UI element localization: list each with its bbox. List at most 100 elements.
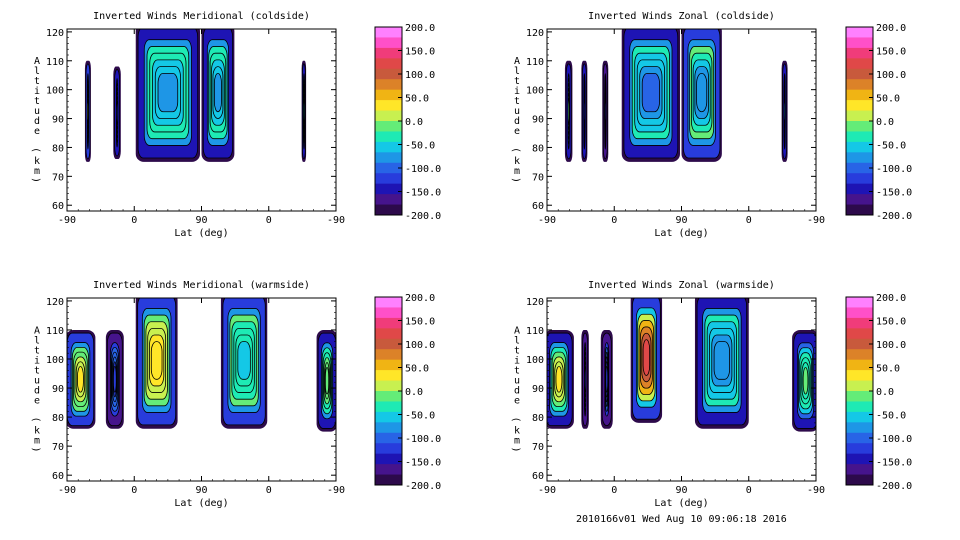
- x-tick-label: -90: [58, 485, 76, 496]
- x-tick-label: 0: [131, 485, 137, 496]
- y-axis-label-char: m: [34, 436, 40, 447]
- colorbar-segment: [375, 27, 402, 38]
- x-tick-label: -90: [327, 485, 345, 496]
- y-tick-label: 110: [46, 57, 64, 68]
- contour-level: [237, 341, 251, 380]
- x-tick-label: 90: [195, 485, 207, 496]
- contour-fill: [547, 298, 816, 432]
- colorbar-segment: [846, 443, 873, 455]
- colorbar-segment: [375, 121, 402, 132]
- y-axis-label-char: i: [34, 356, 40, 367]
- colorbar-label: -200.0: [405, 211, 441, 222]
- y-axis-label-char: ): [30, 446, 41, 452]
- colorbar-segment: [846, 307, 873, 319]
- colorbar-label: 200.0: [876, 293, 906, 304]
- y-axis-label-char: t: [514, 366, 520, 377]
- colorbar-segment: [846, 380, 873, 392]
- y-tick-label: 110: [526, 57, 544, 68]
- y-axis-label-char: u: [514, 376, 520, 387]
- y-axis-label-char: t: [34, 346, 40, 357]
- x-tick-label: 90: [675, 215, 687, 226]
- y-tick-label: 60: [52, 471, 64, 482]
- colorbar-segment: [846, 194, 873, 206]
- contour-level: [583, 97, 586, 125]
- x-tick-label: 90: [675, 485, 687, 496]
- colorbar-segment: [375, 422, 402, 434]
- y-tick-label: 110: [526, 326, 544, 337]
- chart-title: Inverted Winds Meridional (warmside): [93, 280, 310, 291]
- y-axis-label-char: m: [34, 166, 40, 177]
- x-axis-label: Lat (deg): [654, 228, 708, 239]
- y-axis-label-char: k: [34, 426, 40, 437]
- x-axis-label: Lat (deg): [654, 498, 708, 509]
- colorbar-label: -150.0: [876, 188, 912, 199]
- x-tick-label: -90: [58, 215, 76, 226]
- y-axis-label-char: t: [34, 76, 40, 87]
- contour-level: [150, 341, 163, 380]
- colorbar: 200.0 150.0 100.0 50.0 0.0 -50.0 -100.0 -150.0 -…: [845, 293, 912, 492]
- colorbar-label: 100.0: [405, 340, 435, 351]
- colorbar-segment: [846, 110, 873, 122]
- y-axis-label-char: i: [514, 356, 520, 367]
- y-axis-label-char: (: [30, 147, 41, 153]
- colorbar-segment: [846, 121, 873, 132]
- colorbar-label: 150.0: [405, 317, 435, 328]
- colorbar-label: 50.0: [405, 364, 429, 375]
- contour-fill: [84, 29, 307, 162]
- y-axis-label-char: d: [34, 116, 40, 127]
- y-axis-label-char: l: [34, 336, 40, 347]
- y-axis-label-char: ): [30, 177, 41, 183]
- contour-level: [116, 100, 119, 125]
- chart-panel-4: Inverted Winds Zonal (warmside) 60 70 80 90 1…: [510, 280, 912, 509]
- x-tick-label: 0: [746, 215, 752, 226]
- chart-title: Inverted Winds Zonal (warmside): [588, 280, 775, 291]
- contour-level: [324, 367, 330, 395]
- colorbar-label: 0.0: [876, 117, 894, 128]
- colorbar-segment: [846, 27, 873, 38]
- colorbar-label: -50.0: [876, 411, 906, 422]
- contour-level: [783, 97, 786, 125]
- colorbar-segment: [375, 380, 402, 392]
- colorbar-segment: [375, 391, 402, 402]
- y-axis-label-char: k: [514, 156, 520, 167]
- y-axis-label-char: u: [34, 376, 40, 387]
- colorbar-segment: [846, 464, 873, 476]
- colorbar-label: 0.0: [876, 387, 894, 398]
- colorbar-segment: [375, 328, 402, 340]
- colorbar-segment: [375, 47, 402, 59]
- colorbar-segment: [375, 317, 402, 329]
- contour-level: [584, 366, 587, 393]
- colorbar-segment: [375, 307, 402, 319]
- y-tick-label: 80: [52, 143, 64, 154]
- contour-level: [77, 366, 84, 393]
- colorbar-label: -50.0: [876, 141, 906, 152]
- colorbar-label: -200.0: [405, 481, 441, 492]
- colorbar-label: 200.0: [405, 23, 435, 34]
- contour-level: [567, 97, 570, 125]
- contour-level: [555, 366, 563, 393]
- y-axis-label-char: m: [514, 166, 520, 177]
- y-tick-label: 80: [532, 413, 544, 424]
- contour-fill: [67, 298, 336, 432]
- y-axis-label-char: ): [510, 177, 521, 183]
- colorbar-segment: [846, 328, 873, 340]
- y-axis-label-char: A: [514, 326, 520, 337]
- colorbar-segment: [375, 464, 402, 476]
- x-axis-label: Lat (deg): [174, 228, 228, 239]
- contour-level: [157, 72, 179, 113]
- x-tick-label: -90: [807, 485, 825, 496]
- y-axis-label-char: d: [514, 386, 520, 397]
- y-axis-label-char: u: [34, 106, 40, 117]
- y-axis-label-char: e: [514, 396, 520, 407]
- contour-level: [713, 341, 731, 380]
- x-tick-label: 90: [195, 215, 207, 226]
- colorbar: 200.0 150.0 100.0 50.0 0.0 -50.0 -100.0 -150.0 -…: [374, 293, 441, 492]
- colorbar-segment: [846, 89, 873, 101]
- colorbar-segment: [846, 47, 873, 59]
- colorbar-label: -200.0: [876, 481, 912, 492]
- colorbar-segment: [375, 141, 402, 153]
- y-axis-label-char: d: [514, 116, 520, 127]
- y-tick-label: 100: [46, 355, 64, 366]
- y-tick-label: 100: [46, 86, 64, 97]
- colorbar-segment: [846, 422, 873, 434]
